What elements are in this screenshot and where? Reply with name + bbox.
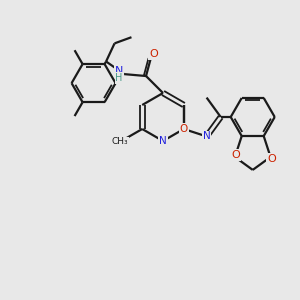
Text: N: N [159, 136, 167, 146]
Text: H: H [116, 73, 123, 83]
Text: O: O [149, 49, 158, 58]
Text: O: O [180, 124, 188, 134]
Text: N: N [203, 131, 211, 141]
Text: CH₃: CH₃ [112, 137, 128, 146]
Text: O: O [232, 150, 240, 160]
Text: O: O [267, 154, 276, 164]
Text: N: N [115, 66, 123, 76]
